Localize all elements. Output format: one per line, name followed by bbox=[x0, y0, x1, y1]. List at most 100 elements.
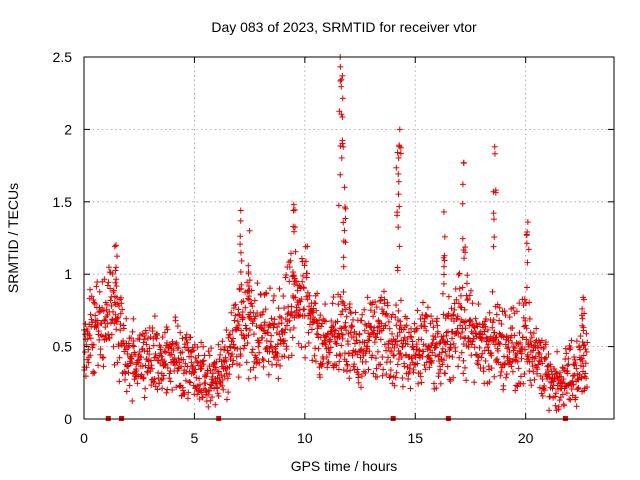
data-point bbox=[541, 382, 548, 389]
data-point bbox=[180, 356, 187, 363]
data-point bbox=[275, 375, 282, 382]
x-tick-labels: 0 5 10 15 20 bbox=[80, 430, 534, 446]
data-point bbox=[442, 370, 449, 377]
data-point bbox=[440, 263, 447, 270]
data-point bbox=[295, 340, 302, 347]
x-axis-label: GPS time / hours bbox=[291, 458, 398, 474]
data-point bbox=[404, 335, 411, 342]
data-point bbox=[342, 306, 349, 313]
data-point bbox=[112, 317, 119, 324]
data-point bbox=[495, 340, 502, 347]
data-point bbox=[162, 349, 169, 356]
data-point bbox=[246, 313, 253, 320]
data-point bbox=[163, 324, 170, 331]
data-point bbox=[259, 355, 266, 362]
data-point bbox=[565, 355, 572, 362]
data-point bbox=[457, 292, 464, 299]
data-point bbox=[99, 304, 106, 311]
y-tick-label: 1.5 bbox=[53, 194, 73, 210]
data-point bbox=[90, 341, 97, 348]
data-point bbox=[201, 352, 208, 359]
data-point bbox=[183, 336, 190, 343]
data-point bbox=[146, 345, 153, 352]
data-point bbox=[517, 339, 524, 346]
data-point bbox=[381, 296, 388, 303]
data-point bbox=[338, 111, 345, 118]
data-point bbox=[231, 302, 238, 309]
data-point bbox=[366, 348, 373, 355]
data-point bbox=[369, 352, 376, 359]
data-point bbox=[245, 262, 252, 269]
data-point bbox=[206, 352, 213, 359]
data-point bbox=[157, 360, 164, 367]
data-point bbox=[562, 345, 569, 352]
data-point bbox=[466, 292, 473, 299]
data-point bbox=[113, 283, 120, 290]
data-point bbox=[524, 284, 531, 291]
data-point bbox=[252, 313, 259, 320]
data-point bbox=[335, 301, 342, 308]
data-point bbox=[408, 334, 415, 341]
data-point bbox=[482, 357, 489, 364]
data-point bbox=[494, 347, 501, 354]
data-point bbox=[176, 383, 183, 390]
data-point bbox=[403, 315, 410, 322]
data-point bbox=[524, 219, 531, 226]
data-point bbox=[424, 304, 431, 311]
data-point bbox=[437, 366, 444, 373]
data-point bbox=[442, 348, 449, 355]
data-point bbox=[305, 339, 312, 346]
data-point bbox=[490, 243, 497, 250]
data-point bbox=[446, 352, 453, 359]
data-point bbox=[246, 227, 253, 234]
data-point bbox=[219, 338, 226, 345]
data-point bbox=[177, 329, 184, 336]
data-point bbox=[347, 329, 354, 336]
data-point bbox=[409, 343, 416, 350]
data-point bbox=[500, 382, 507, 389]
data-point bbox=[109, 308, 116, 315]
data-point bbox=[107, 319, 114, 326]
data-point bbox=[475, 353, 482, 360]
data-point bbox=[565, 361, 572, 368]
data-point bbox=[373, 304, 380, 311]
data-point bbox=[161, 348, 168, 355]
data-point bbox=[425, 352, 432, 359]
data-point bbox=[194, 344, 201, 351]
data-point bbox=[455, 271, 462, 278]
data-point bbox=[506, 349, 513, 356]
data-point bbox=[245, 270, 252, 277]
data-point bbox=[577, 346, 584, 353]
data-point bbox=[471, 379, 478, 386]
data-point bbox=[374, 348, 381, 355]
data-point bbox=[432, 352, 439, 359]
data-point bbox=[288, 308, 295, 315]
data-point bbox=[169, 340, 176, 347]
data-point bbox=[391, 352, 398, 359]
data-point bbox=[352, 309, 359, 316]
chart-title: Day 083 of 2023, SRMTID for receiver vto… bbox=[211, 19, 477, 35]
data-point bbox=[112, 267, 119, 274]
data-point bbox=[280, 293, 287, 300]
data-point bbox=[330, 294, 337, 301]
data-point bbox=[297, 298, 304, 305]
data-point bbox=[579, 315, 586, 322]
data-point bbox=[337, 352, 344, 359]
data-point bbox=[441, 357, 448, 364]
data-point bbox=[227, 356, 234, 363]
data-point bbox=[281, 353, 288, 360]
data-point bbox=[267, 338, 274, 345]
data-point bbox=[267, 343, 274, 350]
data-point bbox=[183, 369, 190, 376]
data-point bbox=[285, 354, 292, 361]
data-point bbox=[111, 361, 118, 368]
data-point bbox=[287, 326, 294, 333]
data-point bbox=[292, 224, 299, 231]
data-point bbox=[312, 300, 319, 307]
data-point bbox=[313, 330, 320, 337]
data-point bbox=[109, 270, 116, 277]
data-point bbox=[298, 255, 305, 262]
data-point bbox=[303, 293, 310, 300]
data-point bbox=[248, 300, 255, 307]
data-point bbox=[355, 379, 362, 386]
